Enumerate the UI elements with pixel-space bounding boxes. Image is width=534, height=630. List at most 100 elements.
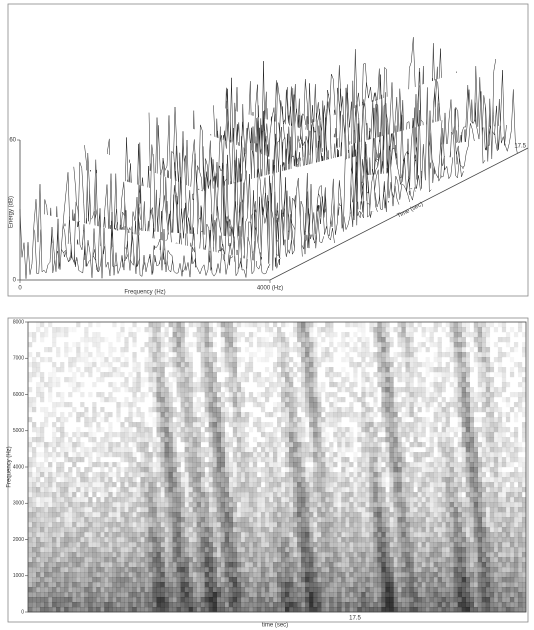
spectrogram-cell xyxy=(148,582,153,588)
spectrogram-cell xyxy=(256,457,262,463)
spectrogram-cell xyxy=(116,417,121,423)
spectrogram-cell xyxy=(84,487,89,493)
spectrogram-cell xyxy=(325,462,330,468)
spectrogram-cell xyxy=(188,352,193,358)
spectrogram-cell xyxy=(108,367,113,373)
spectrogram-cell xyxy=(220,512,225,518)
spectrogram-cell xyxy=(256,527,262,533)
spectrogram-cell xyxy=(204,542,209,548)
spectrogram-cell xyxy=(277,477,282,483)
spectrogram-cell xyxy=(56,592,61,598)
spectrogram-cell xyxy=(385,537,390,543)
spectrogram-cell xyxy=(36,572,41,578)
top-panel xyxy=(7,3,529,297)
spectrogram-cell xyxy=(64,527,69,533)
spectrogram-cell xyxy=(397,362,402,368)
spectrogram-cell xyxy=(36,582,41,588)
spectrogram-cell xyxy=(425,347,430,353)
spectrogram-cell xyxy=(112,532,117,538)
spectrogram-cell xyxy=(369,532,374,538)
spectrogram-cell xyxy=(92,532,97,538)
spectrogram-cell xyxy=(232,597,238,603)
spectrogram-cell xyxy=(60,402,65,408)
spectrogram-cell xyxy=(325,332,330,338)
spectrogram-cell xyxy=(92,417,97,423)
spectrogram-cell xyxy=(397,517,402,523)
spectrogram-cell xyxy=(385,602,390,608)
spectrogram-cell xyxy=(240,437,246,443)
spectrogram-cell xyxy=(60,397,65,403)
spectrogram-cell xyxy=(40,517,45,523)
spectrogram-cell xyxy=(148,452,153,458)
spectrogram-cell xyxy=(176,507,181,513)
spectrogram-cell xyxy=(244,497,250,503)
spectrogram-cell xyxy=(228,322,234,328)
spectrogram-cell xyxy=(305,357,310,363)
spectrogram-cell xyxy=(421,557,426,563)
spectrogram-cell xyxy=(148,527,153,533)
spectrogram-cell xyxy=(116,577,121,583)
spectrogram-cell xyxy=(248,552,254,558)
spectrogram-cell xyxy=(216,592,221,598)
spectrogram-cell xyxy=(341,452,346,458)
spectrogram-cell xyxy=(68,367,73,373)
spectrogram-cell xyxy=(44,557,49,563)
spectrogram-cell xyxy=(80,587,85,593)
spectrogram-cell xyxy=(144,577,149,583)
spectrogram-cell xyxy=(421,487,426,493)
spectrogram-cell xyxy=(385,552,390,558)
spectrogram-cell xyxy=(244,547,250,553)
spectrogram-cell xyxy=(329,337,334,343)
spectrogram-cell xyxy=(184,487,189,493)
spectrogram-cell xyxy=(80,482,85,488)
spectrogram-cell xyxy=(164,507,169,513)
spectrogram-cell xyxy=(168,502,173,508)
spectrogram-cell xyxy=(369,487,374,493)
spectrogram-cell xyxy=(172,587,177,593)
spectrogram-cell xyxy=(285,367,290,373)
spectrogram-cell xyxy=(196,537,201,543)
spectrogram-cell xyxy=(317,457,322,463)
spectrogram-cell xyxy=(405,427,410,433)
spectrogram-cell xyxy=(333,567,338,573)
spectrogram-cell xyxy=(52,582,57,588)
spectrogram-cell xyxy=(345,522,350,528)
spectrogram-cell xyxy=(60,412,65,418)
spectrogram-cell xyxy=(260,392,266,398)
spectrogram-cell xyxy=(361,342,366,348)
spectrogram-cell xyxy=(132,397,137,403)
spectrogram-cell xyxy=(305,527,310,533)
spectrogram-cell xyxy=(369,462,374,468)
spectrogram-cell xyxy=(305,592,310,598)
spectrogram-cell xyxy=(409,567,414,573)
spectrogram-cell xyxy=(285,352,290,358)
spectrogram-cell xyxy=(32,372,37,378)
spectrogram-cell xyxy=(349,442,354,448)
spectrogram-cell xyxy=(393,602,398,608)
spectrogram-cell xyxy=(228,512,234,518)
spectrogram-cell xyxy=(180,387,185,393)
spectrogram-cell xyxy=(48,557,53,563)
spectrogram-cell xyxy=(381,382,386,388)
spectrogram-cell xyxy=(120,487,125,493)
spectrogram-cell xyxy=(48,547,53,553)
spectrogram-cell xyxy=(116,582,121,588)
spectrogram-cell xyxy=(333,557,338,563)
spectrogram-cell xyxy=(256,562,262,568)
spectrogram-cell xyxy=(409,337,414,343)
spectrogram-cell xyxy=(377,537,382,543)
spectrogram-cell xyxy=(36,517,41,523)
spectrogram-cell xyxy=(196,422,201,428)
spectrogram-cell xyxy=(120,577,125,583)
spectrogram-cell xyxy=(228,447,234,453)
spectrogram-cell xyxy=(148,357,153,363)
spectrogram-cell xyxy=(385,527,390,533)
spectrogram-cell xyxy=(301,357,306,363)
spectrogram-cell xyxy=(72,577,77,583)
spectrogram-cell xyxy=(272,572,278,578)
spectrogram-cell xyxy=(180,527,185,533)
spectrogram-cell xyxy=(164,477,169,483)
spectrogram-cell xyxy=(393,482,398,488)
spectrogram-cell xyxy=(60,587,65,593)
spectrogram-cell xyxy=(32,512,37,518)
